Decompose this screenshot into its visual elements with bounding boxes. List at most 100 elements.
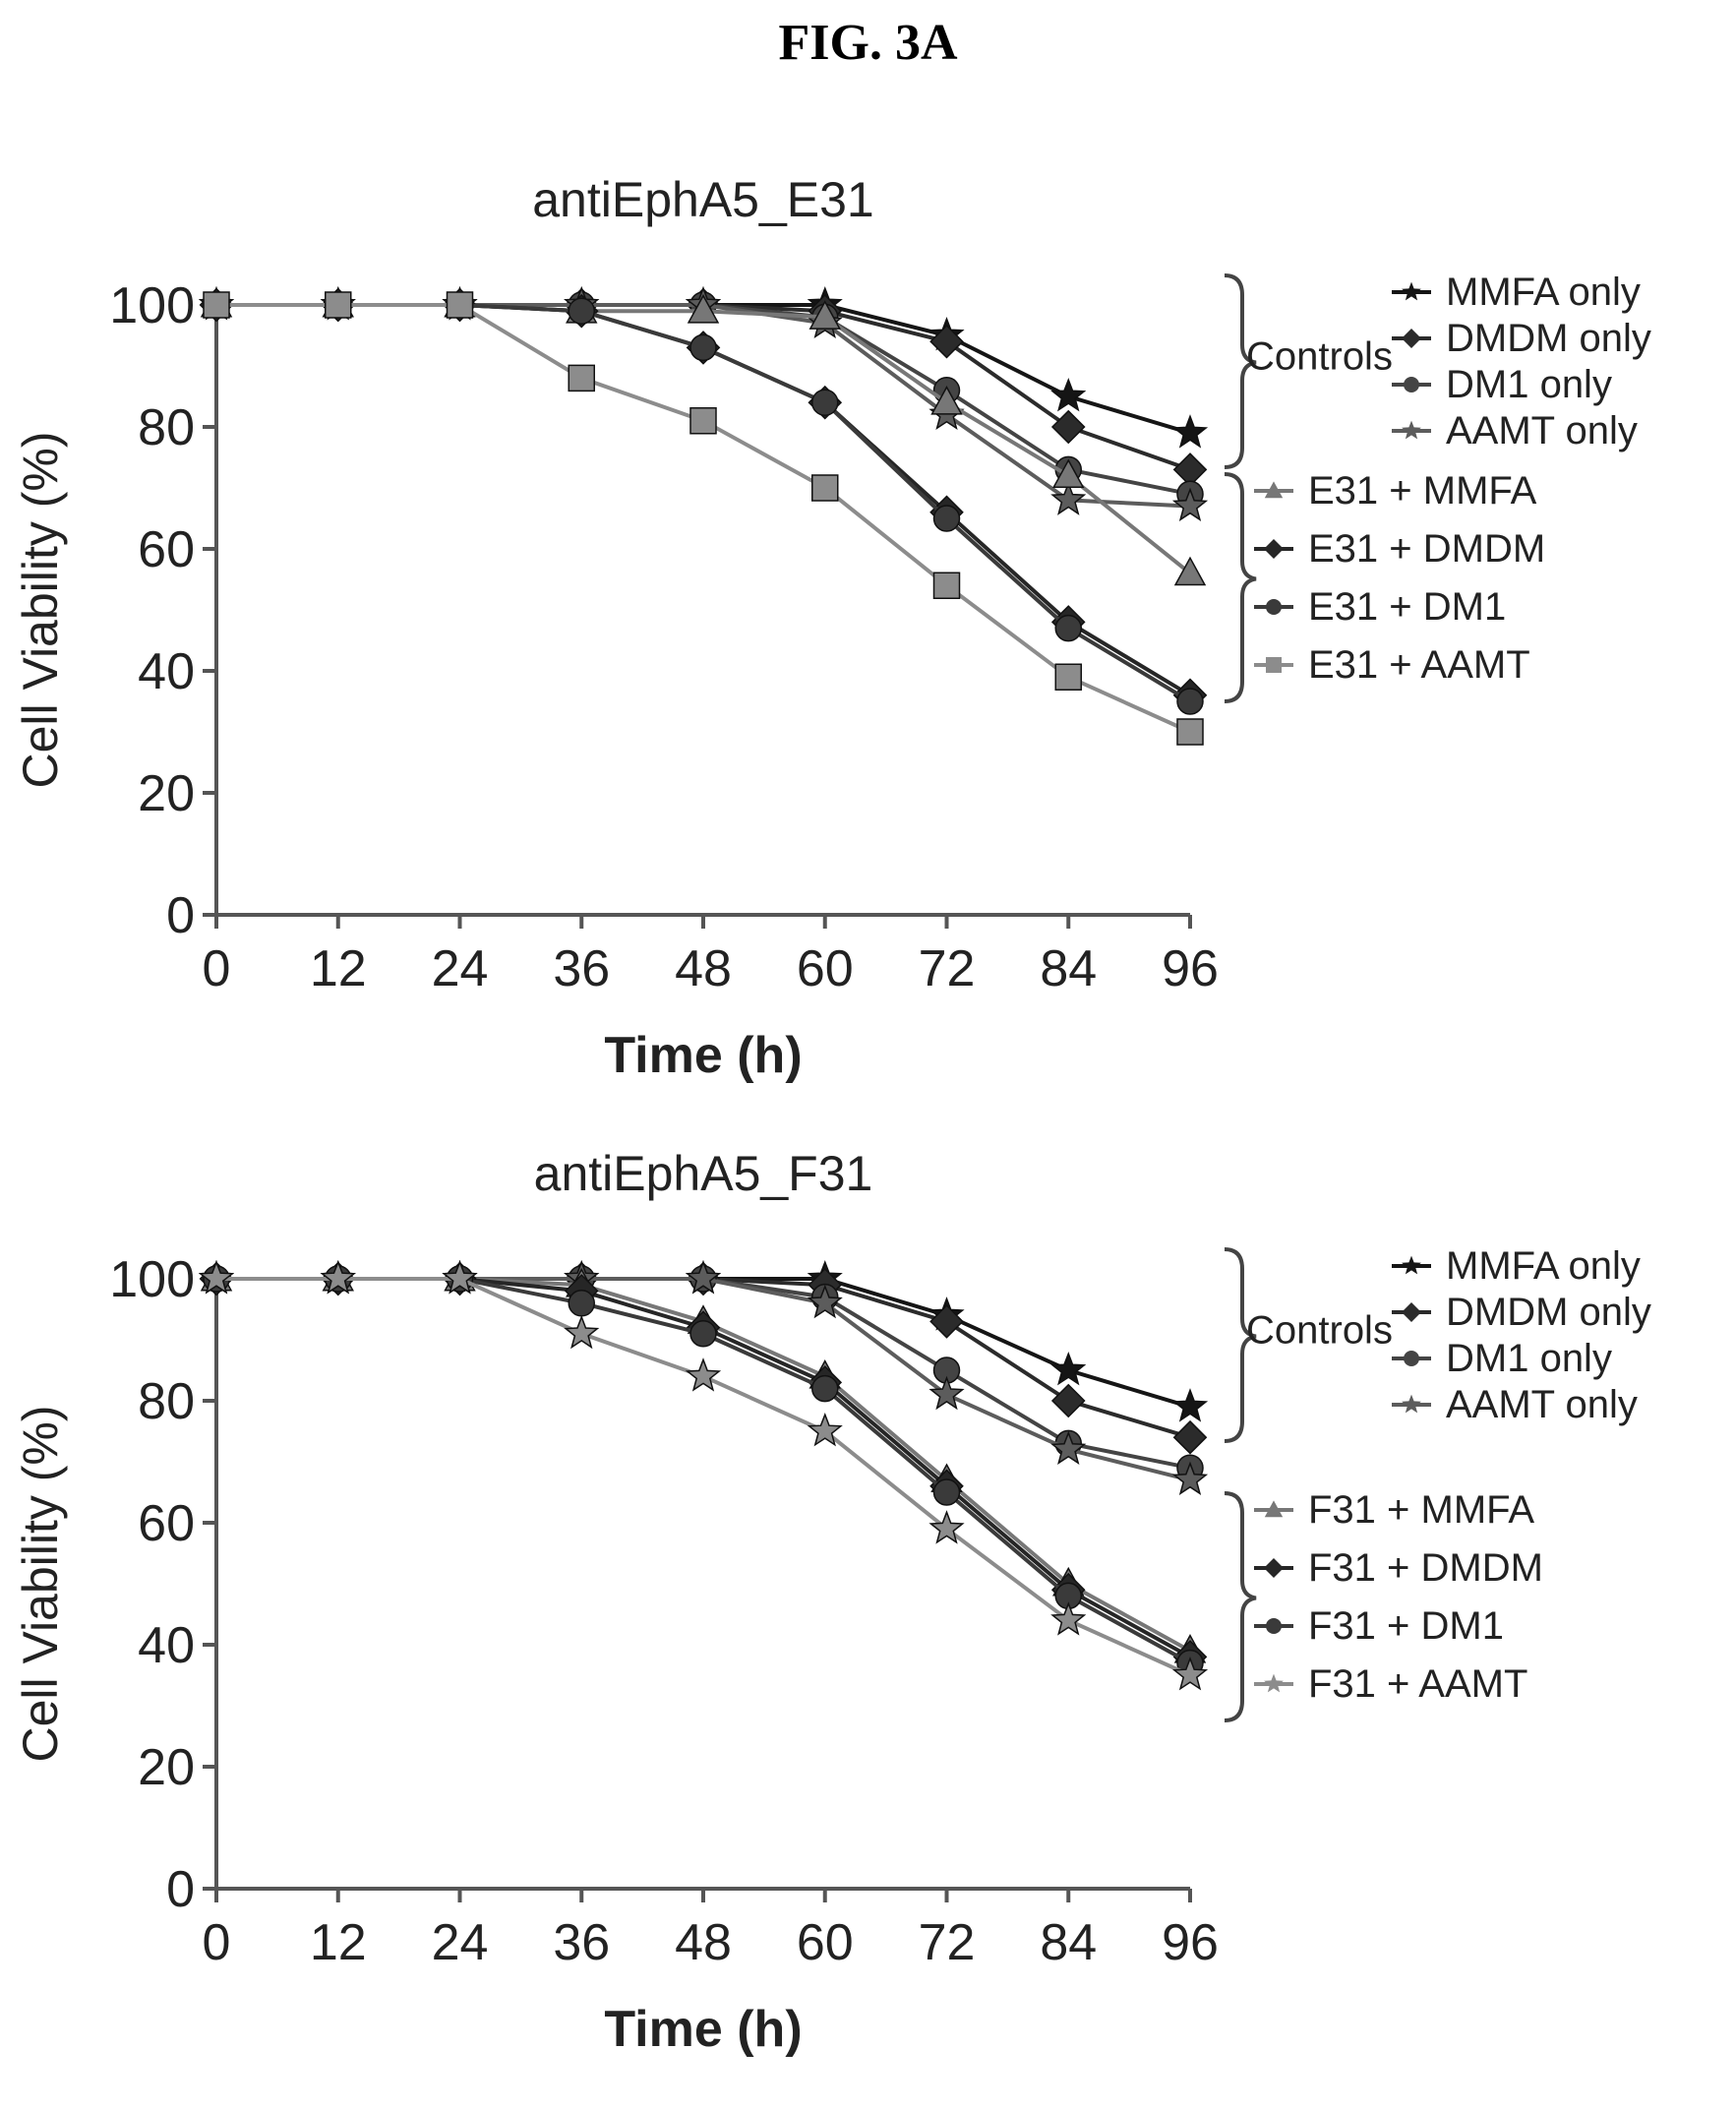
chart-f31: antiEphA5_F31 0 20 40 60 80 100 0 12 24 36 48 60 72 84… [13, 1146, 1651, 2058]
controls-label: Controls [1246, 335, 1393, 379]
legend-label: MMFA only [1446, 1244, 1641, 1288]
chart-e31: antiEphA5_E31 0 20 40 60 80 100 0 12 24 36 48 60 72 84… [13, 172, 1651, 1084]
data-point-e31-aamt [811, 474, 839, 502]
data-point-e31-mmfa [687, 294, 720, 324]
treated-bracket [1224, 472, 1257, 703]
chart-title: antiEphA5_F31 [534, 1146, 873, 1201]
data-point-mmfa-only [1171, 1388, 1209, 1422]
data-point-e31-aamt [1176, 718, 1204, 746]
x-tick-label: 72 [919, 1914, 976, 1971]
y-tick-label: 80 [138, 399, 195, 456]
x-tick-label: 36 [553, 940, 610, 997]
x-tick-label: 48 [675, 940, 732, 997]
data-point-dmdm-only [1050, 409, 1086, 445]
legend-marker [1266, 1618, 1282, 1634]
data-point-mmfa-only [1171, 414, 1209, 449]
x-tick-label: 72 [919, 940, 976, 997]
x-tick-label: 12 [310, 940, 367, 997]
data-point-e31-dm1 [568, 297, 596, 325]
legend-marker [1266, 599, 1282, 615]
legend-marker [1402, 1394, 1421, 1414]
data-point-aamt-only [685, 1259, 722, 1295]
data-point-f31-dm1 [568, 1290, 596, 1317]
x-tick-label: 12 [310, 1914, 367, 1971]
y-tick-label: 40 [138, 1617, 195, 1674]
data-point-aamt-only [807, 1284, 843, 1319]
data-point-e31-mmfa [1052, 458, 1085, 489]
x-tick-label: 84 [1040, 940, 1097, 997]
data-point-dm1-only [932, 1356, 961, 1384]
data-point-f31-dm1 [932, 1478, 961, 1506]
data-point-e31-aamt [1054, 663, 1082, 691]
chart-title: antiEphA5_E31 [532, 172, 874, 227]
x-tick-label: 0 [203, 940, 231, 997]
data-point-e31-dm1 [932, 505, 961, 532]
data-point-f31-aamt [320, 1260, 356, 1295]
y-tick-label: 60 [138, 521, 195, 578]
series-line-dmdm-only [216, 303, 1191, 472]
legend-marker [1264, 1558, 1284, 1578]
legend-marker [1264, 539, 1284, 559]
legend-label: AAMT only [1446, 409, 1638, 452]
x-axis-title: Time (h) [604, 2001, 802, 2058]
data-point-e31-dm1 [1054, 614, 1083, 642]
x-tick-label: 96 [1162, 1914, 1219, 1971]
data-point-e31-aamt [325, 291, 352, 319]
legend-label: F31 + DMDM [1308, 1546, 1543, 1590]
x-tick-label: 60 [797, 940, 854, 997]
data-point-e31-dm1 [810, 389, 839, 416]
legend-marker [1402, 329, 1421, 348]
legend-marker [1404, 377, 1419, 392]
data-point-f31-aamt [928, 1510, 965, 1544]
y-tick-label: 0 [166, 887, 195, 944]
x-tick-label: 24 [432, 1914, 489, 1971]
data-point-f31-aamt [1171, 1656, 1209, 1691]
treated-bracket [1224, 1491, 1257, 1722]
data-point-f31-dm1 [1054, 1582, 1083, 1610]
x-tick-label: 84 [1040, 1914, 1097, 1971]
data-point-dmdm-only [929, 324, 964, 359]
y-tick-label: 60 [138, 1495, 195, 1552]
data-point-mmfa-only [1050, 1352, 1087, 1386]
legend-marker [1266, 657, 1282, 673]
y-tick-label: 0 [166, 1861, 195, 1918]
y-axis-title: Cell Viability (%) [13, 1405, 68, 1762]
data-point-aamt-only [1050, 1430, 1087, 1466]
legend-label: F31 + AAMT [1308, 1662, 1527, 1706]
controls-bracket [1224, 273, 1257, 469]
legend-label: DM1 only [1446, 1337, 1612, 1380]
legend-label: MMFA only [1446, 271, 1641, 314]
data-point-e31-dm1 [689, 333, 717, 362]
data-point-aamt-only [1171, 487, 1209, 522]
data-point-e31-mmfa [1173, 556, 1207, 586]
data-point-f31-aamt [564, 1314, 600, 1350]
legend-label: E31 + AAMT [1308, 643, 1530, 687]
data-point-f31-aamt [442, 1259, 478, 1295]
chart-panel-f31: antiEphA5_F31 0 20 40 60 80 100 0 12 24 36 48 60 72 84… [0, 1121, 1736, 2105]
legend-label: E31 + MMFA [1308, 469, 1537, 512]
legend-label: E31 + DMDM [1308, 527, 1545, 571]
data-point-f31-aamt [807, 1413, 843, 1447]
y-tick-label: 80 [138, 1373, 195, 1430]
data-point-f31-aamt [1050, 1601, 1087, 1636]
data-point-e31-aamt [446, 291, 474, 319]
data-point-aamt-only [928, 1375, 965, 1411]
figure-title: FIG. 3A [778, 15, 958, 71]
x-tick-label: 48 [675, 1914, 732, 1971]
data-point-e31-aamt [932, 572, 961, 599]
data-point-f31-dm1 [810, 1374, 839, 1403]
x-tick-label: 0 [203, 1914, 231, 1971]
legend-label: E31 + DM1 [1308, 585, 1506, 629]
x-tick-label: 96 [1162, 940, 1219, 997]
y-tick-label: 100 [109, 277, 195, 334]
chart-panel-e31: antiEphA5_E31 0 20 40 60 80 100 0 12 24 36 48 60 72 84… [0, 148, 1736, 1131]
data-point-e31-aamt [689, 407, 717, 435]
legend-label: F31 + DM1 [1308, 1604, 1504, 1648]
data-point-e31-mmfa [808, 300, 841, 330]
data-point-e31-mmfa [930, 386, 963, 415]
x-tick-label: 60 [797, 1914, 854, 1971]
legend-marker [1402, 281, 1421, 301]
data-point-dmdm-only [929, 1304, 964, 1339]
data-point-e31-dm1 [1176, 688, 1204, 715]
legend-label: AAMT only [1446, 1383, 1638, 1426]
